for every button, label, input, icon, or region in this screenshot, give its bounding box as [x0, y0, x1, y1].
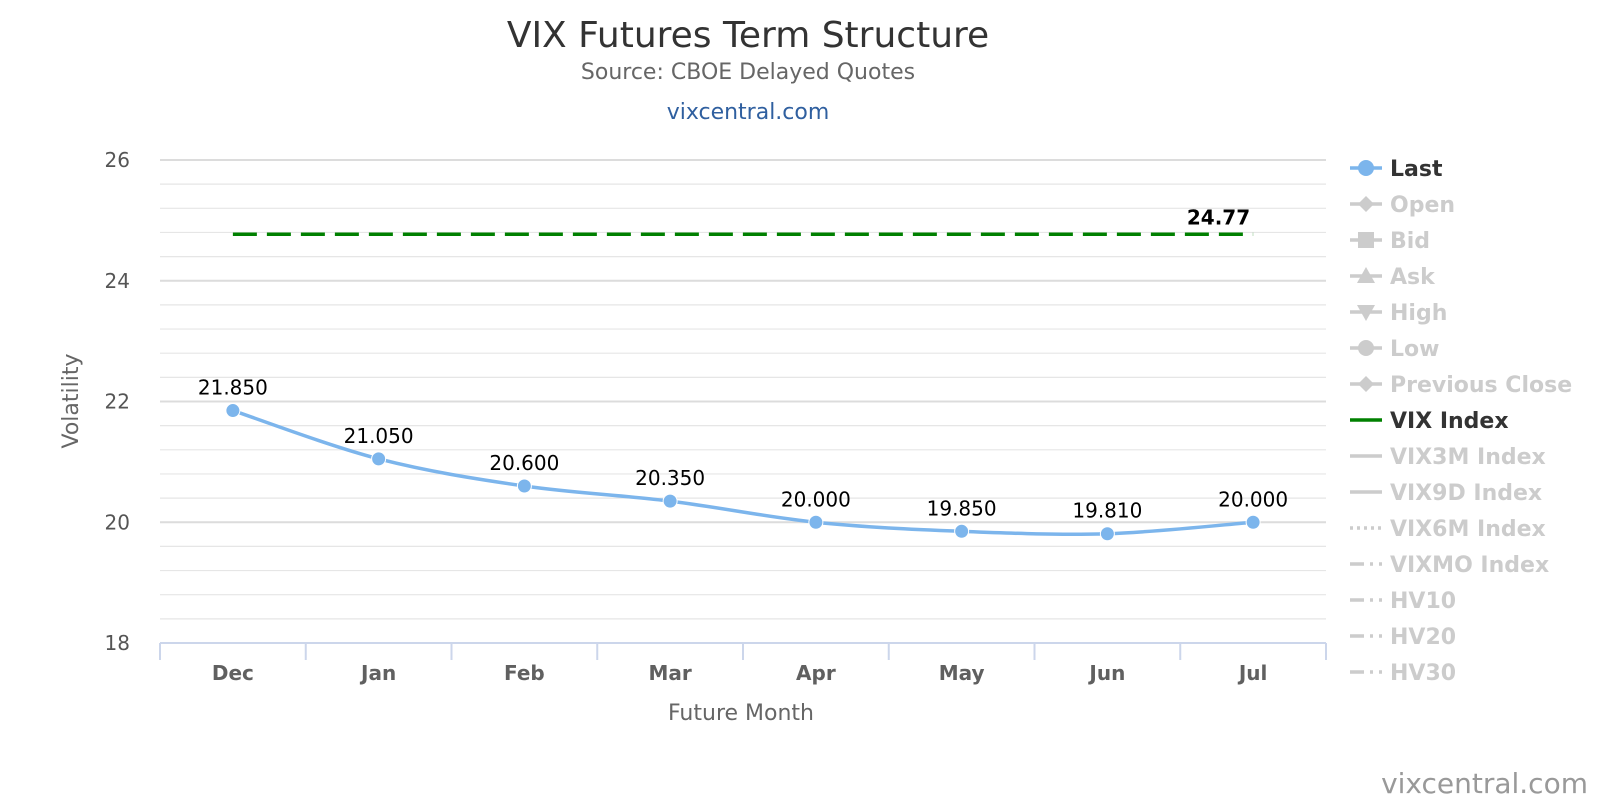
last-point	[516, 478, 532, 494]
chart-credit[interactable]: vixcentral.com	[1381, 767, 1588, 800]
source-link[interactable]: vixcentral.com	[667, 100, 830, 125]
legend-item[interactable]: VIX9D Index	[1350, 481, 1542, 506]
x-axis-title: Future Month	[668, 701, 814, 726]
legend-marker	[1358, 196, 1374, 212]
last-data-label: 20.000	[781, 487, 851, 511]
legend-marker	[1358, 232, 1374, 248]
last-point	[1099, 526, 1115, 542]
legend-label: Ask	[1390, 265, 1436, 290]
legend-label: HV30	[1390, 661, 1456, 686]
last-point	[225, 403, 241, 419]
legend-item[interactable]: VIX3M Index	[1350, 445, 1546, 470]
chart-title: VIX Futures Term Structure	[507, 15, 989, 56]
y-tick-label: 26	[105, 148, 130, 172]
y-axis-title: Volatility	[59, 353, 84, 448]
legend-item[interactable]: Previous Close	[1350, 373, 1572, 398]
legend-label: VIX Index	[1390, 409, 1509, 434]
legend-label: Bid	[1390, 229, 1430, 254]
legend-label: Previous Close	[1390, 373, 1572, 398]
legend-marker	[1357, 305, 1375, 321]
legend-label: VIX6M Index	[1390, 517, 1546, 542]
last-data-label: 20.000	[1218, 487, 1288, 511]
legend-item[interactable]: HV20	[1350, 625, 1456, 650]
legend-item[interactable]: Low	[1350, 337, 1439, 362]
last-point	[371, 451, 387, 467]
y-tick-label: 20	[105, 510, 130, 534]
last-data-label: 19.850	[927, 496, 997, 520]
x-tick-label: Mar	[648, 661, 691, 685]
last-data-label: 19.810	[1072, 499, 1142, 523]
legend-label: Last	[1390, 157, 1443, 182]
x-tick-label: Jan	[359, 661, 396, 685]
legend: Last Open Bid Ask High Low Previous Close VIX I…	[1350, 157, 1572, 686]
legend-label: Low	[1390, 337, 1439, 362]
legend-item[interactable]: High	[1350, 301, 1447, 326]
chart-subtitle: Source: CBOE Delayed Quotes	[581, 60, 915, 85]
legend-item[interactable]: Last	[1350, 157, 1443, 182]
legend-item[interactable]: VIX Index	[1350, 409, 1509, 434]
y-axis-ticks: 18 20 22 24 26	[105, 148, 130, 655]
legend-marker	[1358, 160, 1374, 176]
legend-item[interactable]: Open	[1350, 193, 1455, 218]
last-point	[1245, 514, 1261, 530]
y-tick-label: 24	[105, 269, 130, 293]
legend-label: High	[1390, 301, 1447, 326]
x-tick-label: May	[939, 661, 985, 685]
last-data-label: 20.350	[635, 466, 705, 490]
last-point	[808, 514, 824, 530]
last-data-label: 20.600	[489, 451, 559, 475]
last-data-label: 21.050	[344, 424, 414, 448]
legend-label: VIXMO Index	[1390, 553, 1549, 578]
legend-label: HV20	[1390, 625, 1456, 650]
legend-item[interactable]: VIXMO Index	[1350, 553, 1549, 578]
x-axis: Dec Jan Feb Mar Apr May Jun Jul	[159, 642, 1327, 685]
legend-item[interactable]: VIX6M Index	[1350, 517, 1546, 542]
legend-marker	[1358, 376, 1374, 392]
legend-item[interactable]: Bid	[1350, 229, 1430, 254]
x-tick-label: Jul	[1237, 661, 1268, 685]
series-layer: 24.77 21.850 21.050 20.600 20.350 20.000 19.85…	[198, 205, 1288, 542]
legend-item[interactable]: HV30	[1350, 661, 1456, 686]
legend-label: VIX9D Index	[1390, 481, 1542, 506]
legend-marker	[1358, 340, 1374, 356]
legend-label: VIX3M Index	[1390, 445, 1546, 470]
legend-marker	[1357, 267, 1375, 283]
x-tick-label: Apr	[796, 661, 836, 685]
last-point	[954, 523, 970, 539]
vix-index-label: 24.77	[1187, 205, 1250, 229]
last-data-label: 21.850	[198, 376, 268, 400]
legend-item[interactable]: Ask	[1350, 265, 1436, 290]
legend-label: HV10	[1390, 589, 1456, 614]
x-tick-label: Feb	[504, 661, 545, 685]
last-point	[662, 493, 678, 509]
y-tick-label: 22	[105, 390, 130, 414]
legend-label: Open	[1390, 193, 1455, 218]
legend-item[interactable]: HV10	[1350, 589, 1456, 614]
x-tick-label: Jun	[1087, 661, 1125, 685]
x-tick-label: Dec	[212, 661, 254, 685]
last-series-line	[232, 408, 1254, 536]
y-tick-label: 18	[105, 631, 130, 655]
gridlines	[160, 159, 1326, 644]
